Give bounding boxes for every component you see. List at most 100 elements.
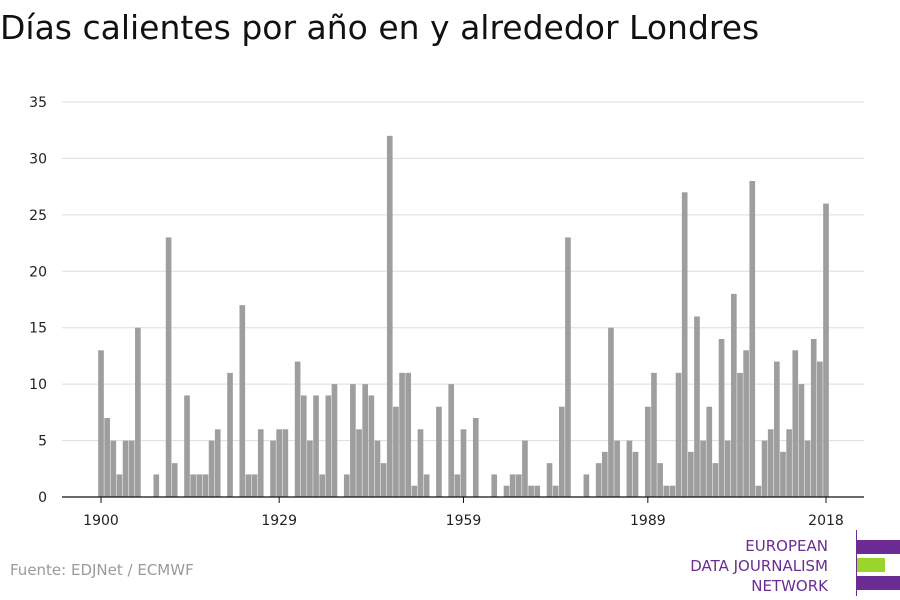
bar-1905 bbox=[128, 440, 135, 497]
bar-1961 bbox=[472, 418, 479, 497]
bar-1919 bbox=[214, 429, 221, 497]
bar-1903 bbox=[116, 474, 123, 497]
bar-1933 bbox=[300, 395, 307, 497]
y-tick-label-5: 5 bbox=[38, 434, 47, 450]
bar-1951 bbox=[411, 485, 418, 497]
bar-1999 bbox=[706, 406, 713, 497]
bar-2017 bbox=[817, 361, 823, 497]
bar-1976 bbox=[565, 237, 571, 497]
logo-line-3: NETWORK bbox=[751, 577, 828, 595]
bar-1994 bbox=[675, 372, 682, 497]
bar-1929 bbox=[276, 429, 283, 497]
x-tick-label-1929: 1929 bbox=[261, 513, 297, 529]
bar-2004 bbox=[737, 372, 743, 497]
bar-1981 bbox=[595, 463, 602, 497]
bar-1970 bbox=[528, 485, 534, 497]
bar-1997 bbox=[694, 316, 700, 497]
x-tick-label-1989: 1989 bbox=[630, 513, 666, 529]
source-note: Fuente: EDJNet / ECMWF bbox=[10, 561, 194, 579]
bar-1982 bbox=[601, 451, 608, 497]
bar-1979 bbox=[583, 474, 590, 497]
logo-bar-middle bbox=[857, 558, 885, 572]
bar-1923 bbox=[239, 305, 246, 497]
bar-1949 bbox=[399, 372, 405, 497]
bar-2010 bbox=[774, 361, 780, 497]
bar-1926 bbox=[257, 429, 264, 497]
bar-1966 bbox=[503, 485, 510, 497]
x-tick-label-1959: 1959 bbox=[446, 513, 482, 529]
bar-1989 bbox=[644, 406, 651, 497]
bar-1901 bbox=[104, 418, 110, 497]
y-tick-label-30: 30 bbox=[29, 151, 47, 167]
y-axis-labels: 0 5 10 15 20 25 30 35 bbox=[29, 95, 47, 506]
bar-1938 bbox=[331, 384, 338, 497]
bar-1941 bbox=[350, 384, 356, 497]
bar-2006 bbox=[749, 181, 756, 497]
bar-1984 bbox=[614, 440, 620, 497]
bar-1991 bbox=[657, 463, 663, 497]
bar-2014 bbox=[798, 384, 805, 497]
bar-2015 bbox=[804, 440, 811, 497]
bar-1934 bbox=[307, 440, 313, 497]
bar-1911 bbox=[165, 237, 172, 497]
bar-1998 bbox=[700, 440, 706, 497]
bar-1915 bbox=[190, 474, 196, 497]
logo-bar-bottom bbox=[857, 576, 900, 590]
bar-1904 bbox=[122, 440, 129, 497]
bar-1943 bbox=[362, 384, 369, 497]
bar-2012 bbox=[786, 429, 792, 497]
y-tick-label-25: 25 bbox=[29, 208, 47, 224]
logo-line-2: DATA JOURNALISM bbox=[690, 557, 828, 575]
bar-1946 bbox=[380, 463, 387, 497]
bar-1955 bbox=[436, 406, 442, 497]
chart-title: Días calientes por año en y alrededor Lo… bbox=[0, 8, 760, 47]
bar-1996 bbox=[688, 451, 694, 497]
bar-1947 bbox=[386, 135, 393, 497]
bar-1953 bbox=[423, 474, 430, 497]
bar-2003 bbox=[731, 293, 737, 497]
edjnet-logo: EUROPEAN DATA JOURNALISM NETWORK bbox=[680, 530, 900, 596]
bar-1900 bbox=[98, 350, 104, 497]
bar-1957 bbox=[448, 384, 455, 497]
bar-2009 bbox=[767, 429, 774, 497]
bar-1937 bbox=[325, 395, 332, 497]
bar-1987 bbox=[632, 451, 639, 497]
bar-1986 bbox=[626, 440, 633, 497]
bar-2000 bbox=[712, 463, 719, 497]
bar-2013 bbox=[792, 350, 799, 497]
bar-1964 bbox=[491, 474, 498, 497]
bar-1973 bbox=[546, 463, 553, 497]
bar-1909 bbox=[153, 474, 160, 497]
bar-1921 bbox=[227, 372, 233, 497]
bar-2001 bbox=[718, 339, 725, 497]
bar-1958 bbox=[454, 474, 461, 497]
y-tick-label-20: 20 bbox=[29, 264, 47, 280]
bar-2005 bbox=[743, 350, 749, 497]
y-tick-label-10: 10 bbox=[29, 377, 47, 393]
bar-1990 bbox=[651, 372, 657, 497]
bars bbox=[98, 135, 829, 498]
bar-1959 bbox=[460, 429, 467, 497]
bar-1945 bbox=[374, 440, 381, 497]
bar-1993 bbox=[669, 485, 676, 497]
bar-1918 bbox=[208, 440, 215, 497]
bar-1932 bbox=[294, 361, 301, 497]
logo-text: EUROPEAN DATA JOURNALISM NETWORK bbox=[690, 536, 828, 596]
bar-2002 bbox=[724, 440, 731, 497]
bar-1944 bbox=[368, 395, 375, 497]
bar-2008 bbox=[761, 440, 768, 497]
bar-1971 bbox=[534, 485, 541, 497]
bar-1912 bbox=[171, 463, 178, 497]
bar-1992 bbox=[663, 485, 670, 497]
bar-1974 bbox=[552, 485, 559, 497]
bar-1968 bbox=[515, 474, 522, 497]
x-tick-label-1900: 1900 bbox=[83, 513, 119, 529]
bar-1983 bbox=[608, 327, 614, 497]
y-tick-label-15: 15 bbox=[29, 321, 47, 337]
bar-1925 bbox=[251, 474, 258, 497]
bar-1914 bbox=[184, 395, 190, 497]
logo-divider bbox=[856, 530, 857, 596]
bar-1917 bbox=[202, 474, 209, 497]
bar-1950 bbox=[405, 372, 412, 497]
logo-bar-top bbox=[857, 540, 900, 554]
